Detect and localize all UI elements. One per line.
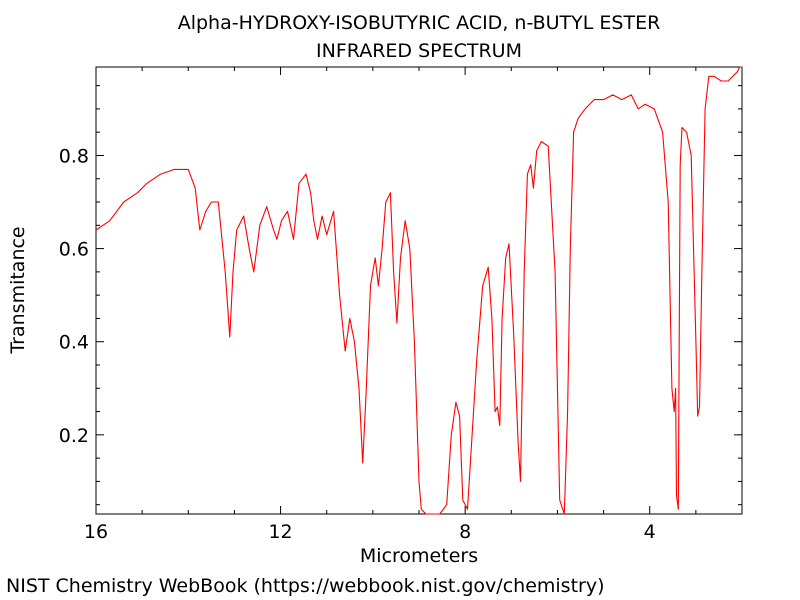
y-axis-ticks: 0.2 0.4 0.6 0.8 <box>59 145 742 447</box>
x-tick-label: 12 <box>268 521 292 543</box>
x-axis-label: Micrometers <box>360 545 478 567</box>
x-tick-label: 16 <box>84 521 108 543</box>
minor-ticks <box>96 67 742 514</box>
x-tick-label: 8 <box>459 521 471 543</box>
source-credit: NIST Chemistry WebBook (https://webbook.… <box>6 575 605 597</box>
spectrum-line <box>95 66 742 515</box>
chart-title: Alpha-HYDROXY-ISOBUTYRIC ACID, n-BUTYL E… <box>178 12 661 34</box>
chart-subtitle: INFRARED SPECTRUM <box>316 40 522 62</box>
y-tick-label: 0.6 <box>59 239 89 261</box>
spectrum-series <box>95 66 742 515</box>
y-tick-label: 0.8 <box>59 145 89 167</box>
y-tick-label: 0.4 <box>59 332 89 354</box>
x-tick-label: 4 <box>644 521 656 543</box>
plot-frame <box>95 66 743 515</box>
y-tick-label: 0.2 <box>59 425 89 447</box>
x-axis-ticks: 16 12 8 4 <box>84 67 656 543</box>
y-axis-label: Transmitance <box>7 226 29 354</box>
